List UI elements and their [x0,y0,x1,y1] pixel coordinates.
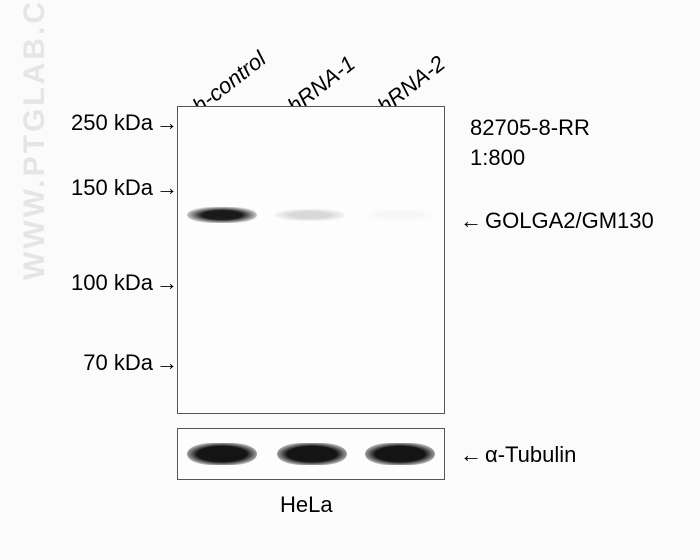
mw-label-70: 70 kDa [33,350,153,376]
target-label: GOLGA2/GM130 [485,208,654,234]
loading-band-lane-3 [365,443,435,465]
loading-band-lane-2 [277,443,347,465]
loading-arrow-icon: ← [460,442,482,468]
watermark-text: WWW.PTGLAB.COM [18,0,52,280]
mw-arrow-100: → [156,270,178,296]
target-band-lane-3 [365,209,435,220]
target-band-lane-2 [275,209,345,221]
mw-arrow-250: → [156,110,178,136]
figure-container: WWW.PTGLAB.COM sh-control shRNA-1 shRNA-… [0,0,700,560]
main-blot [177,106,445,414]
target-arrow-icon: ← [460,208,482,234]
mw-arrow-70: → [156,350,178,376]
loading-band-lane-1 [187,443,257,465]
antibody-dilution: 1:800 [470,145,525,171]
target-band-lane-1 [187,207,257,223]
loading-label: α-Tubulin [485,442,576,468]
mw-arrow-150: → [156,175,178,201]
antibody-catalog: 82705-8-RR [470,115,590,141]
cell-line-label: HeLa [280,492,333,518]
